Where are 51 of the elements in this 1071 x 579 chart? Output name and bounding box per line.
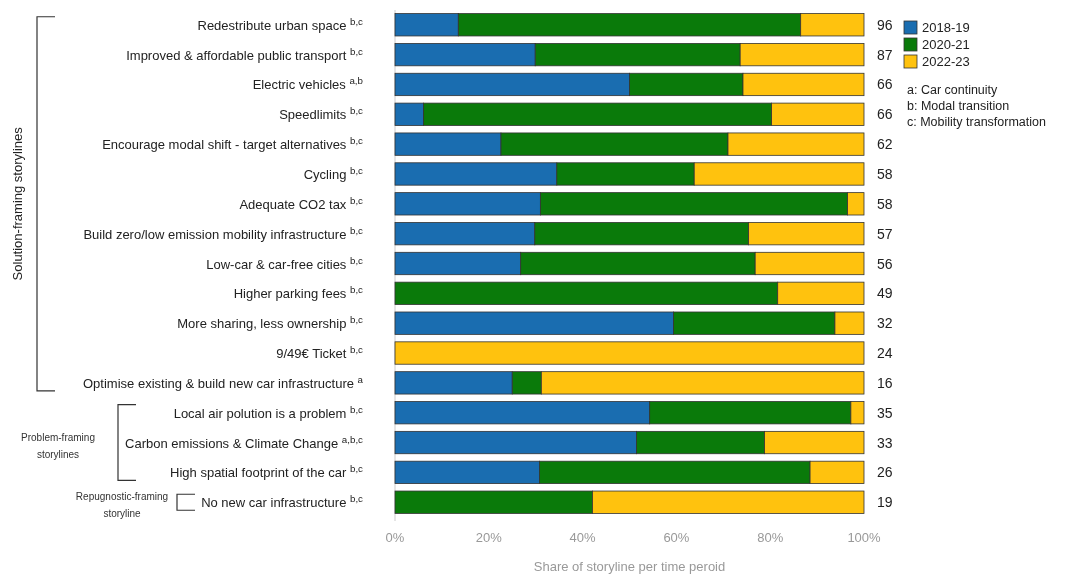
text: 57 [877, 225, 893, 242]
text: 24 [877, 345, 893, 362]
y-tick-label: Adequate CO2 tax $^{b,c}$ [239, 194, 364, 212]
y-tick-label: Build zero/low emission mobility infrastructure $^{b,c}$ [83, 224, 364, 242]
y-tick-label: Redestribute urban space $^{b,c}$ [197, 15, 364, 33]
x-tick-label: 80% [757, 530, 784, 545]
text: Problem-framing storylines [21, 431, 95, 460]
x-tick-label: 0% [385, 530, 405, 545]
text: b: Modal transition [907, 99, 1010, 113]
text: Solution-framing storylines [10, 126, 25, 281]
text: 66 [877, 106, 893, 123]
y-tick-label: Cycling $^{b,c}$ [303, 164, 364, 182]
y-tick-label: Speedlimits $^{b,c}$ [279, 104, 364, 123]
legend-label: 2018-19 [922, 20, 970, 35]
x-tick-label: 100% [847, 530, 882, 545]
text: 16 [877, 374, 893, 391]
text: 56 [877, 255, 893, 272]
text: Repugnostic-framing storyline [75, 491, 169, 520]
y-tick-label: High spatial footprint of the car $^{b,c}$ [170, 462, 364, 481]
y-tick-label: Encourage modal shift - target alternatives $^{b,c}$ [102, 134, 364, 153]
legend-label: 2020-21 [922, 37, 970, 52]
text: 96 [877, 16, 893, 33]
text: 35 [877, 404, 893, 421]
x-tick-label: 40% [569, 530, 597, 545]
y-tick-label: Optimise existing & build new car infrastructure $^{a}$ [83, 373, 364, 391]
x-tick-label: 20% [475, 530, 503, 545]
text: 58 [877, 165, 893, 182]
x-axis-title: Share of storyline per time peroid [533, 559, 726, 574]
text: c: Mobility transformation [907, 115, 1046, 129]
y-tick-label: Carbon emissions & Climate Change $^{a,b,c}$ [125, 433, 364, 451]
y-tick-label: Local air polution is a problem $^{b,c}$ [173, 403, 364, 421]
y-tick-label: No new car infrastructure $^{b,c}$ [201, 492, 364, 511]
y-tick-label: More sharing, less ownership $^{b,c}$ [177, 313, 364, 332]
text: 19 [877, 494, 893, 511]
text: 66 [877, 76, 893, 93]
text: 26 [877, 464, 893, 481]
text: a: Car continuity [907, 83, 999, 97]
legend-label: 2022-23 [922, 54, 970, 69]
text: 87 [877, 46, 893, 63]
text: 33 [877, 434, 893, 451]
text: 58 [877, 195, 893, 212]
y-tick-label: Higher parking fees $^{b,c}$ [233, 283, 364, 302]
text: 62 [877, 136, 893, 153]
y-tick-label: Low-car & car-free cities $^{b,c}$ [206, 254, 364, 272]
x-tick-label: 60% [663, 530, 690, 545]
y-tick-label: Electric vehicles $^{a,b}$ [252, 74, 364, 93]
y-tick-label: Improved & affordable public transport $^{b,c}$ [126, 45, 364, 63]
bar [394, 341, 865, 365]
y-tick-label: 9/49€ Ticket $^{b,c}$ [276, 343, 364, 362]
text: 32 [877, 315, 893, 332]
text: 49 [877, 285, 893, 302]
